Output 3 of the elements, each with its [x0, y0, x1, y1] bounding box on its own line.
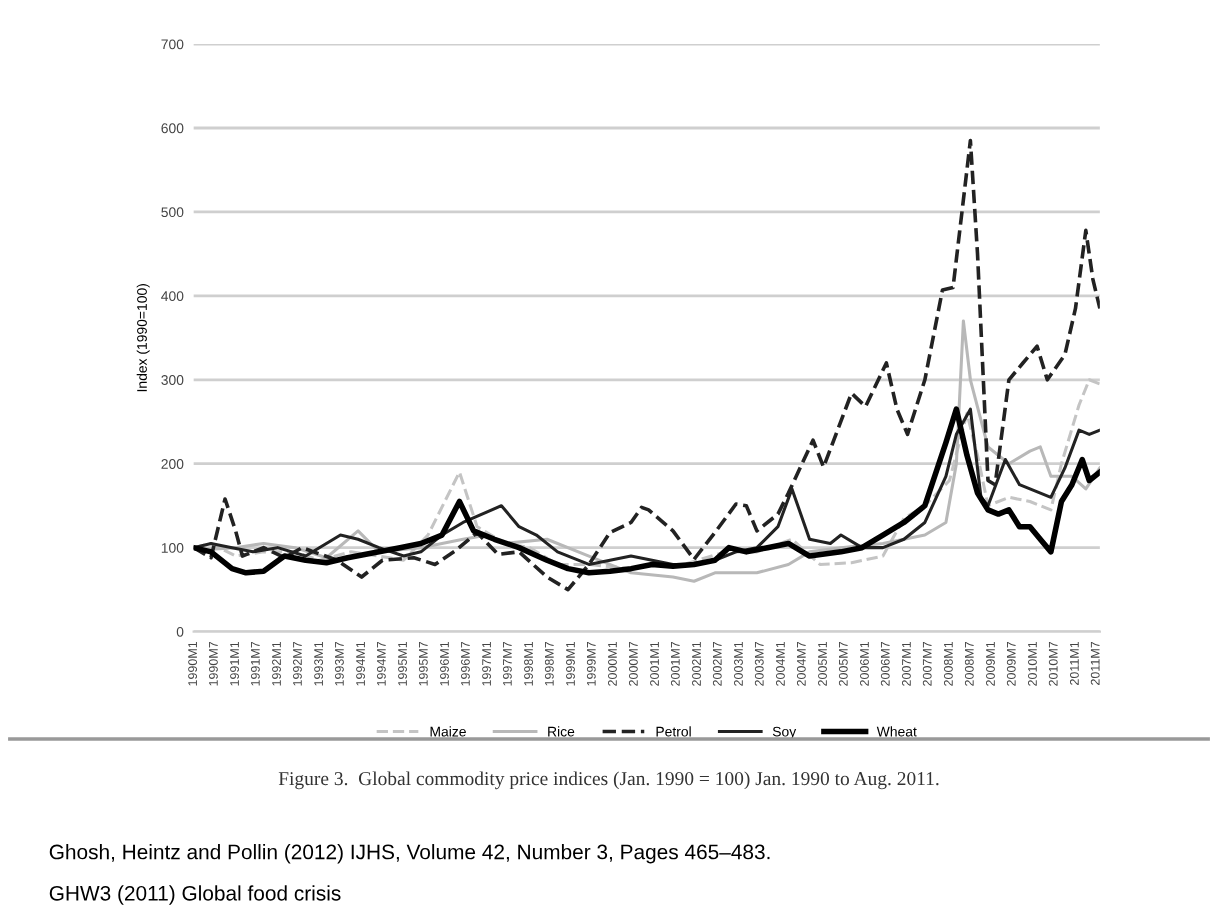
- text: GHW3 (2011) Global food crisis: [49, 885, 341, 905]
- text: Ghosh, Heintz and Pollin (2012) IJHS, Volume 42, Number 3, Pages 465–483.: [49, 844, 770, 864]
- caption: Figure 3. Global commodity price indices (Jan. 1990 = 100) Jan. 1990 to Aug. 2011.: [278, 771, 939, 790]
